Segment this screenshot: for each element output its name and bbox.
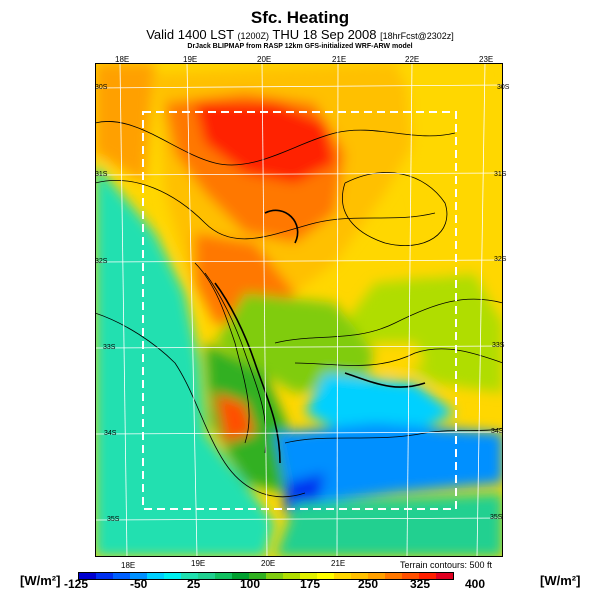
colorbar-swatch	[164, 573, 181, 579]
colorbar-tick: 25	[187, 577, 201, 591]
colorbar-swatch	[130, 573, 147, 579]
forecast-info: [18hrFcst@2302z]	[380, 31, 454, 41]
colorbar-swatch	[232, 573, 249, 579]
colorbar-swatch	[419, 573, 436, 579]
map-title: Sfc. Heating	[250, 8, 350, 27]
map-subtitle: Valid 1400 LST (1200Z) THU 18 Sep 2008 […	[0, 27, 600, 42]
model-source: DrJack BLIPMAP from RASP 12km GFS-initia…	[187, 43, 413, 50]
colorbar-swatch	[266, 573, 283, 579]
top-lon-label: 18E	[115, 55, 130, 64]
colorbar-swatch	[249, 573, 266, 579]
top-lon-label: 19E	[183, 55, 198, 64]
left-lat-label: 31S	[95, 171, 108, 178]
color-bar	[78, 572, 454, 580]
right-lat-label: 30S	[497, 84, 510, 91]
colorbar-tick: 325	[410, 577, 431, 591]
valid-time: Valid 1400 LST	[146, 27, 234, 42]
colorbar-tick: 250	[358, 577, 379, 591]
top-lon-label: 21E	[332, 55, 347, 64]
colorbar-swatch	[96, 573, 113, 579]
utc-time: (1200Z)	[237, 31, 270, 41]
right-lat-label: 33S	[492, 342, 505, 349]
colorbar-swatch	[317, 573, 334, 579]
left-lat-label: 33S	[103, 344, 116, 351]
colorbar-swatch	[300, 573, 317, 579]
left-lat-label: 34S	[104, 430, 117, 437]
colorbar-tick: -50	[130, 577, 148, 591]
top-lon-label: 22E	[405, 55, 420, 64]
left-lat-label: 35S	[107, 516, 120, 523]
inner-domain-boundary	[142, 111, 457, 510]
colorbar-swatch	[147, 573, 164, 579]
terrain-contours-note: Terrain contours: 500 ft	[400, 560, 493, 570]
top-lon-label: 20E	[257, 55, 272, 64]
colorbar-swatch	[215, 573, 232, 579]
unit-label-left: [W/m²]	[20, 573, 61, 588]
colorbar-swatch	[385, 573, 402, 579]
top-lon-label: 23E	[479, 55, 494, 64]
right-lat-label: 32S	[494, 256, 507, 263]
colorbar-swatch	[402, 573, 419, 579]
bottom-lon-label: 18E	[121, 561, 136, 570]
left-lat-label: 30S	[95, 84, 108, 91]
heating-field	[95, 63, 503, 557]
left-lat-label: 32S	[95, 258, 108, 265]
colorbar-swatch	[198, 573, 215, 579]
colorbar-tick: 175	[300, 577, 321, 591]
bottom-lon-label: 19E	[191, 559, 206, 568]
colorbar-swatch	[436, 573, 453, 579]
colorbar-swatch	[351, 573, 368, 579]
bottom-lon-label: 20E	[261, 559, 276, 568]
heating-map	[95, 63, 503, 557]
colorbar-swatch	[334, 573, 351, 579]
right-lat-label: 31S	[494, 171, 507, 178]
colorbar-swatch	[368, 573, 385, 579]
colorbar-swatch	[113, 573, 130, 579]
graticule	[95, 63, 503, 557]
map-border	[95, 63, 503, 557]
valid-date: THU 18 Sep 2008	[272, 27, 377, 42]
unit-label-right: [W/m²]	[540, 573, 581, 588]
colorbar-tick: 100	[240, 577, 261, 591]
colorbar-tick: 400	[465, 577, 486, 591]
colorbar-tick: -125	[64, 577, 89, 591]
colorbar-swatch	[283, 573, 300, 579]
right-lat-label: 35S	[490, 514, 503, 521]
colorbar-swatch	[181, 573, 198, 579]
right-lat-label: 34S	[491, 428, 504, 435]
colorbar-swatch	[79, 573, 96, 579]
bottom-lon-label: 21E	[331, 559, 346, 568]
